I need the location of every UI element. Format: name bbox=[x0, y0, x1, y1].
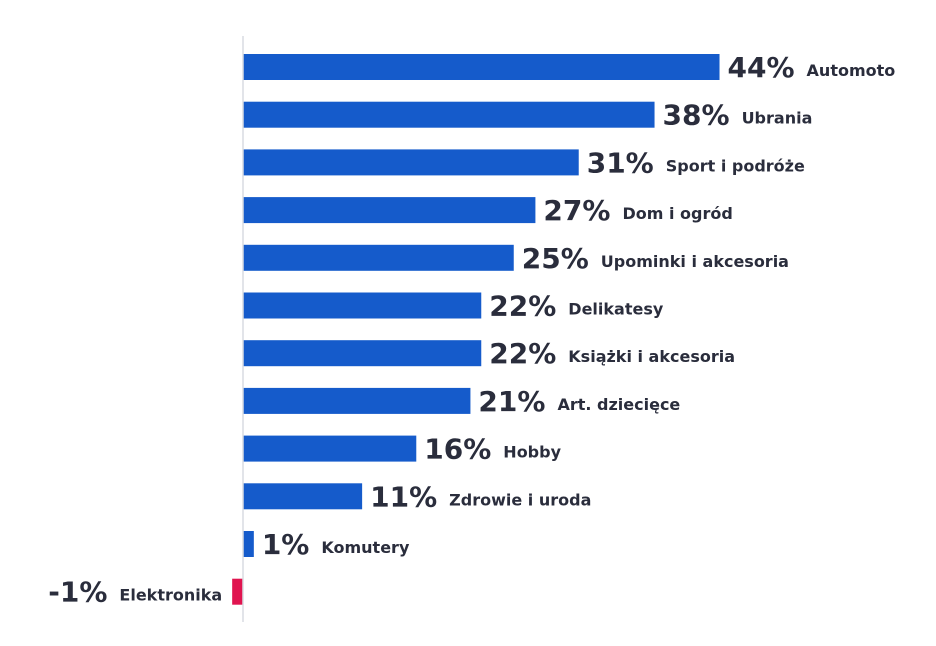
value-label: 38% bbox=[663, 99, 730, 132]
category-label: Dom i ogród bbox=[622, 204, 732, 223]
bar-2 bbox=[243, 101, 655, 128]
category-label: Książki i akcesoria bbox=[568, 347, 735, 366]
category-label: Hobby bbox=[503, 443, 561, 462]
bar-3 bbox=[243, 149, 579, 176]
value-label: 11% bbox=[370, 480, 437, 513]
labels-group: 44% Automoto 38% Ubrania 31% Sport i podróże 2… bbox=[48, 51, 895, 609]
category-label: Elektronika bbox=[119, 586, 222, 605]
category-label: Ubrania bbox=[742, 109, 813, 128]
bar-9 bbox=[243, 435, 417, 462]
value-label: 44% bbox=[728, 51, 795, 84]
value-label: -1% bbox=[48, 576, 107, 609]
category-label: Sport i podróże bbox=[666, 156, 805, 175]
bar-12 bbox=[232, 578, 243, 605]
category-label: Komutery bbox=[321, 538, 410, 557]
bar-11 bbox=[243, 531, 254, 557]
bar-7 bbox=[243, 340, 482, 367]
value-label: 25% bbox=[522, 242, 589, 275]
bar-1 bbox=[243, 54, 720, 80]
value-label: 22% bbox=[489, 337, 556, 370]
bar-4 bbox=[243, 197, 536, 224]
bars-group bbox=[232, 54, 720, 605]
category-label: Art. dziecięce bbox=[557, 395, 680, 414]
value-label: 21% bbox=[478, 385, 545, 418]
bar-10 bbox=[243, 483, 363, 510]
category-label: Automoto bbox=[807, 61, 896, 80]
category-label: Zdrowie i uroda bbox=[449, 490, 591, 509]
bar-6 bbox=[243, 292, 482, 319]
bar-5 bbox=[243, 244, 514, 271]
category-label: Delikatesy bbox=[568, 300, 664, 319]
value-label: 16% bbox=[424, 433, 491, 466]
value-label: 22% bbox=[489, 290, 556, 323]
bar-8 bbox=[243, 387, 471, 414]
value-label: 31% bbox=[587, 146, 654, 179]
category-label: Upominki i akcesoria bbox=[601, 252, 789, 271]
value-label: 27% bbox=[543, 194, 610, 227]
value-label: 1% bbox=[262, 528, 310, 561]
